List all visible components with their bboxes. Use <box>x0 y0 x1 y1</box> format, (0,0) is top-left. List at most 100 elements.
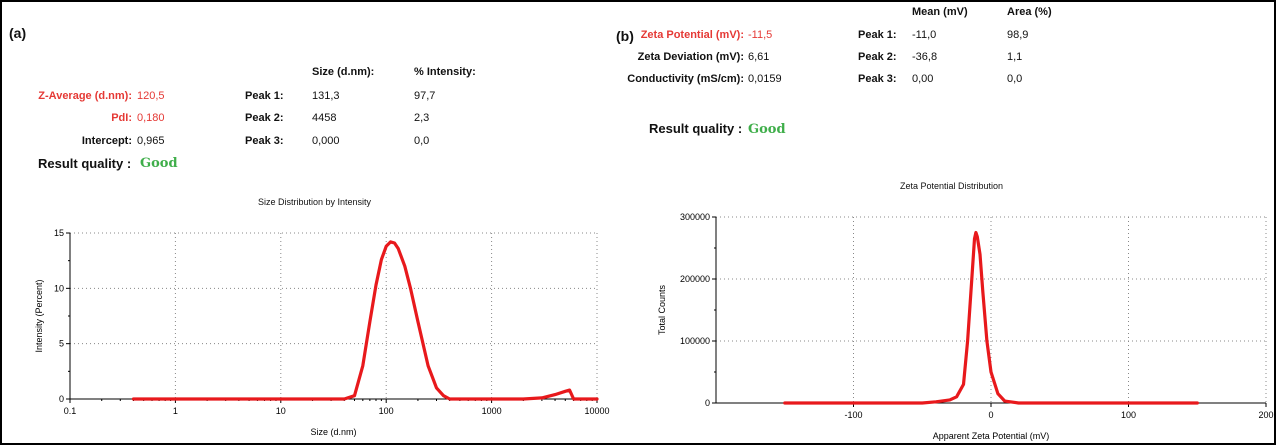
x-tick-label: 10000 <box>584 406 609 416</box>
zeta-potential-label: Zeta Potential (mV): <box>640 29 744 41</box>
b-peak-3-mean: 0,00 <box>912 73 934 85</box>
data-point <box>380 258 383 261</box>
data-point <box>981 290 984 293</box>
b-peak-3-area: 0,0 <box>1007 73 1023 85</box>
x-tick-label: 10 <box>276 406 286 416</box>
b-peak-2-mean: -36,8 <box>912 51 938 63</box>
a-peak-2-intensity: 2,3 <box>414 112 430 124</box>
a-peak-1-size: 131,3 <box>312 90 340 102</box>
a-col-intensity-header: % Intensity: <box>414 66 476 78</box>
x-tick-label: 100 <box>379 406 394 416</box>
data-point <box>974 231 978 234</box>
y-tick-label: 0 <box>59 394 64 404</box>
b-peak-1-mean: -11,0 <box>912 29 937 41</box>
x-tick-label: 100 <box>1121 410 1136 420</box>
y-tick-label: 200000 <box>680 274 710 284</box>
x-axis-title: Size (d.nm) <box>310 427 356 437</box>
data-point <box>522 397 525 401</box>
x-tick-label: 0.1 <box>64 406 77 416</box>
data-point <box>448 397 451 401</box>
a-peak-2-size: 4458 <box>312 112 337 124</box>
panel-a-label: (a) <box>9 25 27 41</box>
x-tick-label: 200 <box>1258 410 1273 420</box>
zeta-deviation-value: 6,61 <box>748 51 770 63</box>
data-point <box>962 383 965 386</box>
data-point <box>403 265 406 268</box>
data-point <box>343 397 346 401</box>
data-point <box>397 247 400 250</box>
data-point <box>568 388 571 392</box>
b-peak-1-area: 98,9 <box>1007 29 1029 41</box>
b-result-quality-value: Good <box>748 122 786 137</box>
b-peak-3-label: Peak 3: <box>858 73 897 85</box>
z-average-label: Z-Average (d.nm): <box>38 90 132 102</box>
data-point <box>976 235 979 239</box>
x-tick-label: -100 <box>844 410 862 420</box>
x-axis-title: Apparent Zeta Potential (mV) <box>933 431 1050 441</box>
a-result-quality-value: Good <box>140 156 178 171</box>
a-peak-3-label: Peak 3: <box>245 135 284 147</box>
data-point <box>540 396 544 400</box>
data-point <box>973 237 976 240</box>
zeta-potential-value: -11,5 <box>748 29 773 41</box>
data-point <box>361 364 365 367</box>
y-tick-label: 10 <box>54 283 64 293</box>
data-point <box>389 240 392 244</box>
data-point <box>385 245 388 248</box>
data-point <box>989 370 993 374</box>
data-point <box>996 392 1000 395</box>
y-tick-label: 100000 <box>680 336 710 346</box>
data-point <box>553 393 557 396</box>
data-point <box>458 397 462 401</box>
pdi-value: 0,180 <box>137 112 165 124</box>
intercept-value: 0,965 <box>137 135 165 147</box>
data-point <box>393 241 396 245</box>
x-tick-label: 1000 <box>482 406 502 416</box>
data-point <box>1003 399 1006 403</box>
b-peak-2-area: 1,1 <box>1007 51 1023 63</box>
b-col-area-header: Area (%) <box>1007 6 1052 18</box>
data-point <box>934 400 938 403</box>
data-point <box>783 401 786 405</box>
y-axis-title: Total Counts <box>657 284 667 335</box>
data-point <box>564 390 567 393</box>
zeta-chart-title: Zeta Potential Distribution <box>900 181 1004 191</box>
data-point <box>132 397 135 401</box>
data-point <box>426 364 430 367</box>
data-point <box>1017 401 1020 405</box>
data-curve <box>131 240 599 401</box>
data-point <box>279 397 282 401</box>
data-point <box>966 339 969 343</box>
panel-b-label: (b) <box>616 28 634 44</box>
data-point <box>948 398 951 402</box>
data-point <box>978 253 982 256</box>
data-point <box>409 287 412 290</box>
intercept-label: Intercept: <box>81 135 132 147</box>
data-point <box>368 320 372 323</box>
b-peak-2-label: Peak 2: <box>858 51 897 63</box>
x-tick-label: 1 <box>173 406 178 416</box>
data-point <box>921 401 924 405</box>
b-result-quality-label: Result quality : <box>649 121 743 136</box>
data-point <box>955 395 958 398</box>
b-col-mean-header: Mean (mV) <box>912 6 968 18</box>
data-point <box>490 397 493 401</box>
y-tick-label: 300000 <box>680 212 710 222</box>
a-col-size-header: Size (d.nm): <box>312 66 375 78</box>
y-tick-label: 0 <box>705 398 710 408</box>
x-tick-label: 0 <box>988 410 993 420</box>
y-axis-title: Intensity (Percent) <box>34 279 44 352</box>
data-point <box>416 320 420 323</box>
conductivity-label: Conductivity (mS/cm): <box>627 73 744 85</box>
data-point <box>985 339 989 343</box>
a-result-quality-label: Result quality : <box>38 156 132 171</box>
data-point <box>353 394 356 397</box>
data-point <box>1196 401 1199 405</box>
data-point <box>595 397 599 401</box>
a-peak-2-label: Peak 2: <box>245 112 284 124</box>
a-peak-1-label: Peak 1: <box>245 90 284 102</box>
z-average-value: 120,5 <box>137 90 165 102</box>
